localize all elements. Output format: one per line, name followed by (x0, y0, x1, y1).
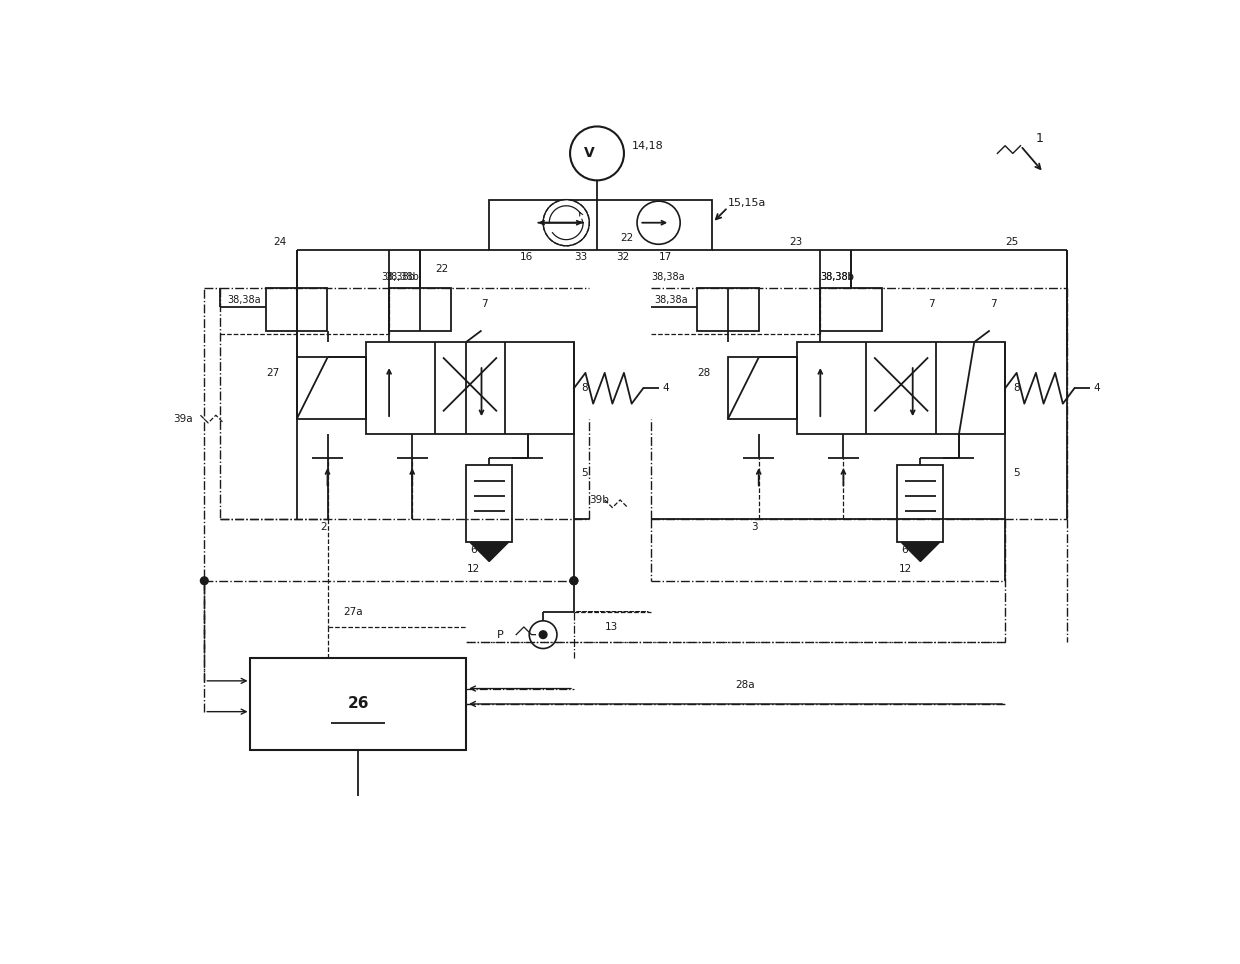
Text: 14,18: 14,18 (631, 141, 663, 150)
Circle shape (543, 200, 589, 246)
Bar (296, 358, 366, 419)
Bar (821, 288, 882, 331)
Text: 33: 33 (574, 253, 588, 262)
Circle shape (570, 576, 578, 584)
Text: 3: 3 (751, 522, 758, 532)
Text: 17: 17 (658, 253, 672, 262)
Text: 26: 26 (347, 696, 370, 711)
Text: 13: 13 (605, 622, 618, 632)
Text: 4: 4 (662, 384, 670, 393)
Bar (250, 657, 466, 750)
Text: 38,38b: 38,38b (386, 272, 419, 281)
Text: 38,38b: 38,38b (382, 272, 415, 281)
Circle shape (570, 576, 578, 584)
Text: 28a: 28a (735, 680, 755, 689)
Text: 15,15a: 15,15a (728, 199, 766, 208)
Text: 24: 24 (274, 237, 286, 247)
Text: 38,38a: 38,38a (227, 295, 262, 305)
Text: 4: 4 (1094, 384, 1100, 393)
Circle shape (637, 201, 681, 244)
Bar (466, 466, 512, 543)
Text: 6: 6 (470, 545, 477, 555)
Bar (697, 288, 759, 331)
Bar (898, 466, 944, 543)
Bar (389, 288, 450, 331)
Text: 8: 8 (1013, 384, 1019, 393)
Text: 8: 8 (582, 384, 588, 393)
Text: 32: 32 (616, 253, 630, 262)
Text: 6: 6 (901, 545, 909, 555)
Text: 16: 16 (520, 253, 533, 262)
Text: 38,38b: 38,38b (821, 272, 854, 281)
Circle shape (570, 126, 624, 180)
Text: P: P (497, 629, 503, 640)
Polygon shape (470, 543, 508, 561)
Text: 5: 5 (582, 468, 588, 478)
Circle shape (201, 576, 208, 584)
Text: 25: 25 (1006, 237, 1018, 247)
Text: 27a: 27a (343, 606, 362, 617)
Text: 38,38a: 38,38a (655, 295, 688, 305)
Text: 27: 27 (265, 368, 279, 378)
Circle shape (539, 630, 547, 638)
Text: 7: 7 (928, 299, 935, 308)
Circle shape (529, 621, 557, 649)
Text: 38,38b: 38,38b (821, 272, 854, 281)
Bar (490, 200, 713, 250)
Text: 12: 12 (467, 564, 480, 575)
Text: 5: 5 (1013, 468, 1019, 478)
Bar (797, 342, 1006, 435)
Text: 7: 7 (481, 299, 489, 308)
Bar (265, 288, 327, 331)
Text: 38,38a: 38,38a (651, 272, 684, 281)
Text: V: V (584, 147, 595, 160)
Text: 28: 28 (697, 368, 711, 378)
Bar (728, 358, 797, 419)
Text: 39a: 39a (174, 415, 193, 424)
Polygon shape (901, 543, 940, 561)
Text: 22: 22 (620, 233, 634, 243)
Text: 39b: 39b (589, 495, 609, 505)
Text: 22: 22 (435, 264, 449, 274)
Text: 1: 1 (1035, 131, 1044, 145)
Bar (366, 342, 574, 435)
Text: 23: 23 (790, 237, 802, 247)
Text: 12: 12 (898, 564, 911, 575)
Text: 7: 7 (990, 299, 996, 308)
Text: 2: 2 (320, 522, 326, 532)
